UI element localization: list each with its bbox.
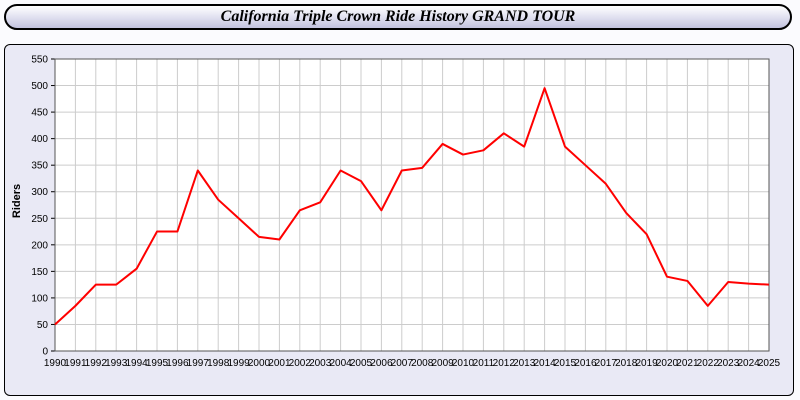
y-tick-label: 0: [42, 347, 48, 358]
x-tick-label: 2002: [289, 358, 312, 369]
x-tick-label: 2006: [370, 358, 393, 369]
y-tick-label: 50: [37, 320, 49, 331]
x-tick-label: 2017: [595, 358, 618, 369]
x-tick-label: 1991: [64, 358, 87, 369]
y-tick-label: 550: [31, 55, 48, 66]
x-tick-label: 2013: [513, 358, 536, 369]
plot-area: [55, 59, 769, 351]
x-tick-label: 2003: [309, 358, 332, 369]
x-tick-label: 2010: [452, 358, 475, 369]
y-tick-label: 100: [31, 293, 48, 304]
y-tick-label: 400: [31, 134, 48, 145]
x-tick-label: 2021: [676, 358, 699, 369]
x-tick-label: 2011: [473, 358, 495, 369]
x-tick-label: 2018: [615, 358, 638, 369]
line-chart-svg: 1990199119921993199419951996199719981999…: [31, 55, 781, 370]
x-tick-label: 1990: [44, 358, 67, 369]
y-tick-label: 300: [31, 187, 48, 198]
x-tick-label: 2024: [737, 358, 760, 369]
x-tick-label: 1992: [85, 358, 108, 369]
plot-border: [54, 58, 770, 352]
x-tick-label: 2012: [493, 358, 516, 369]
x-tick-label: 2019: [635, 358, 658, 369]
x-tick-label: 2022: [697, 358, 720, 369]
x-tick-label: 2014: [533, 358, 556, 369]
x-tick-label: 2020: [656, 358, 679, 369]
x-tick-label: 2001: [268, 358, 291, 369]
x-tick-label: 2025: [758, 358, 781, 369]
x-tick-label: 2009: [431, 358, 454, 369]
y-tick-label: 500: [31, 81, 48, 92]
x-tick-label: 1999: [227, 358, 250, 369]
x-tick-label: 1996: [166, 358, 189, 369]
y-tick-label: 150: [31, 267, 48, 278]
y-tick-label: 200: [31, 240, 48, 251]
y-tick-label: 350: [31, 161, 48, 172]
x-tick-label: 2023: [717, 358, 740, 369]
x-tick-label: 1998: [207, 358, 230, 369]
x-tick-label: 2007: [391, 358, 414, 369]
x-tick-label: 2008: [411, 358, 434, 369]
x-tick-label: 2005: [350, 358, 373, 369]
x-tick-label: 2016: [574, 358, 597, 369]
y-tick-label: 250: [31, 214, 48, 225]
riders-data-line: [54, 87, 770, 326]
x-tick-label: 1993: [105, 358, 128, 369]
x-tick-label: 2015: [554, 358, 577, 369]
x-tick-label: 1994: [125, 358, 148, 369]
chart-panel: Riders 1990 1991 1992 1993 1994 1995 1996 1997 1…: [4, 44, 794, 396]
x-tick-label: 1997: [187, 358, 210, 369]
chart-title: California Triple Crown Ride History GRA…: [220, 8, 576, 25]
y-tick-label: 450: [31, 108, 48, 119]
title-bar: California Triple Crown Ride History GRA…: [4, 4, 792, 30]
x-tick-label: 2004: [329, 358, 352, 369]
x-tick-label: 2000: [248, 358, 271, 369]
x-tick-label: 1995: [146, 358, 169, 369]
